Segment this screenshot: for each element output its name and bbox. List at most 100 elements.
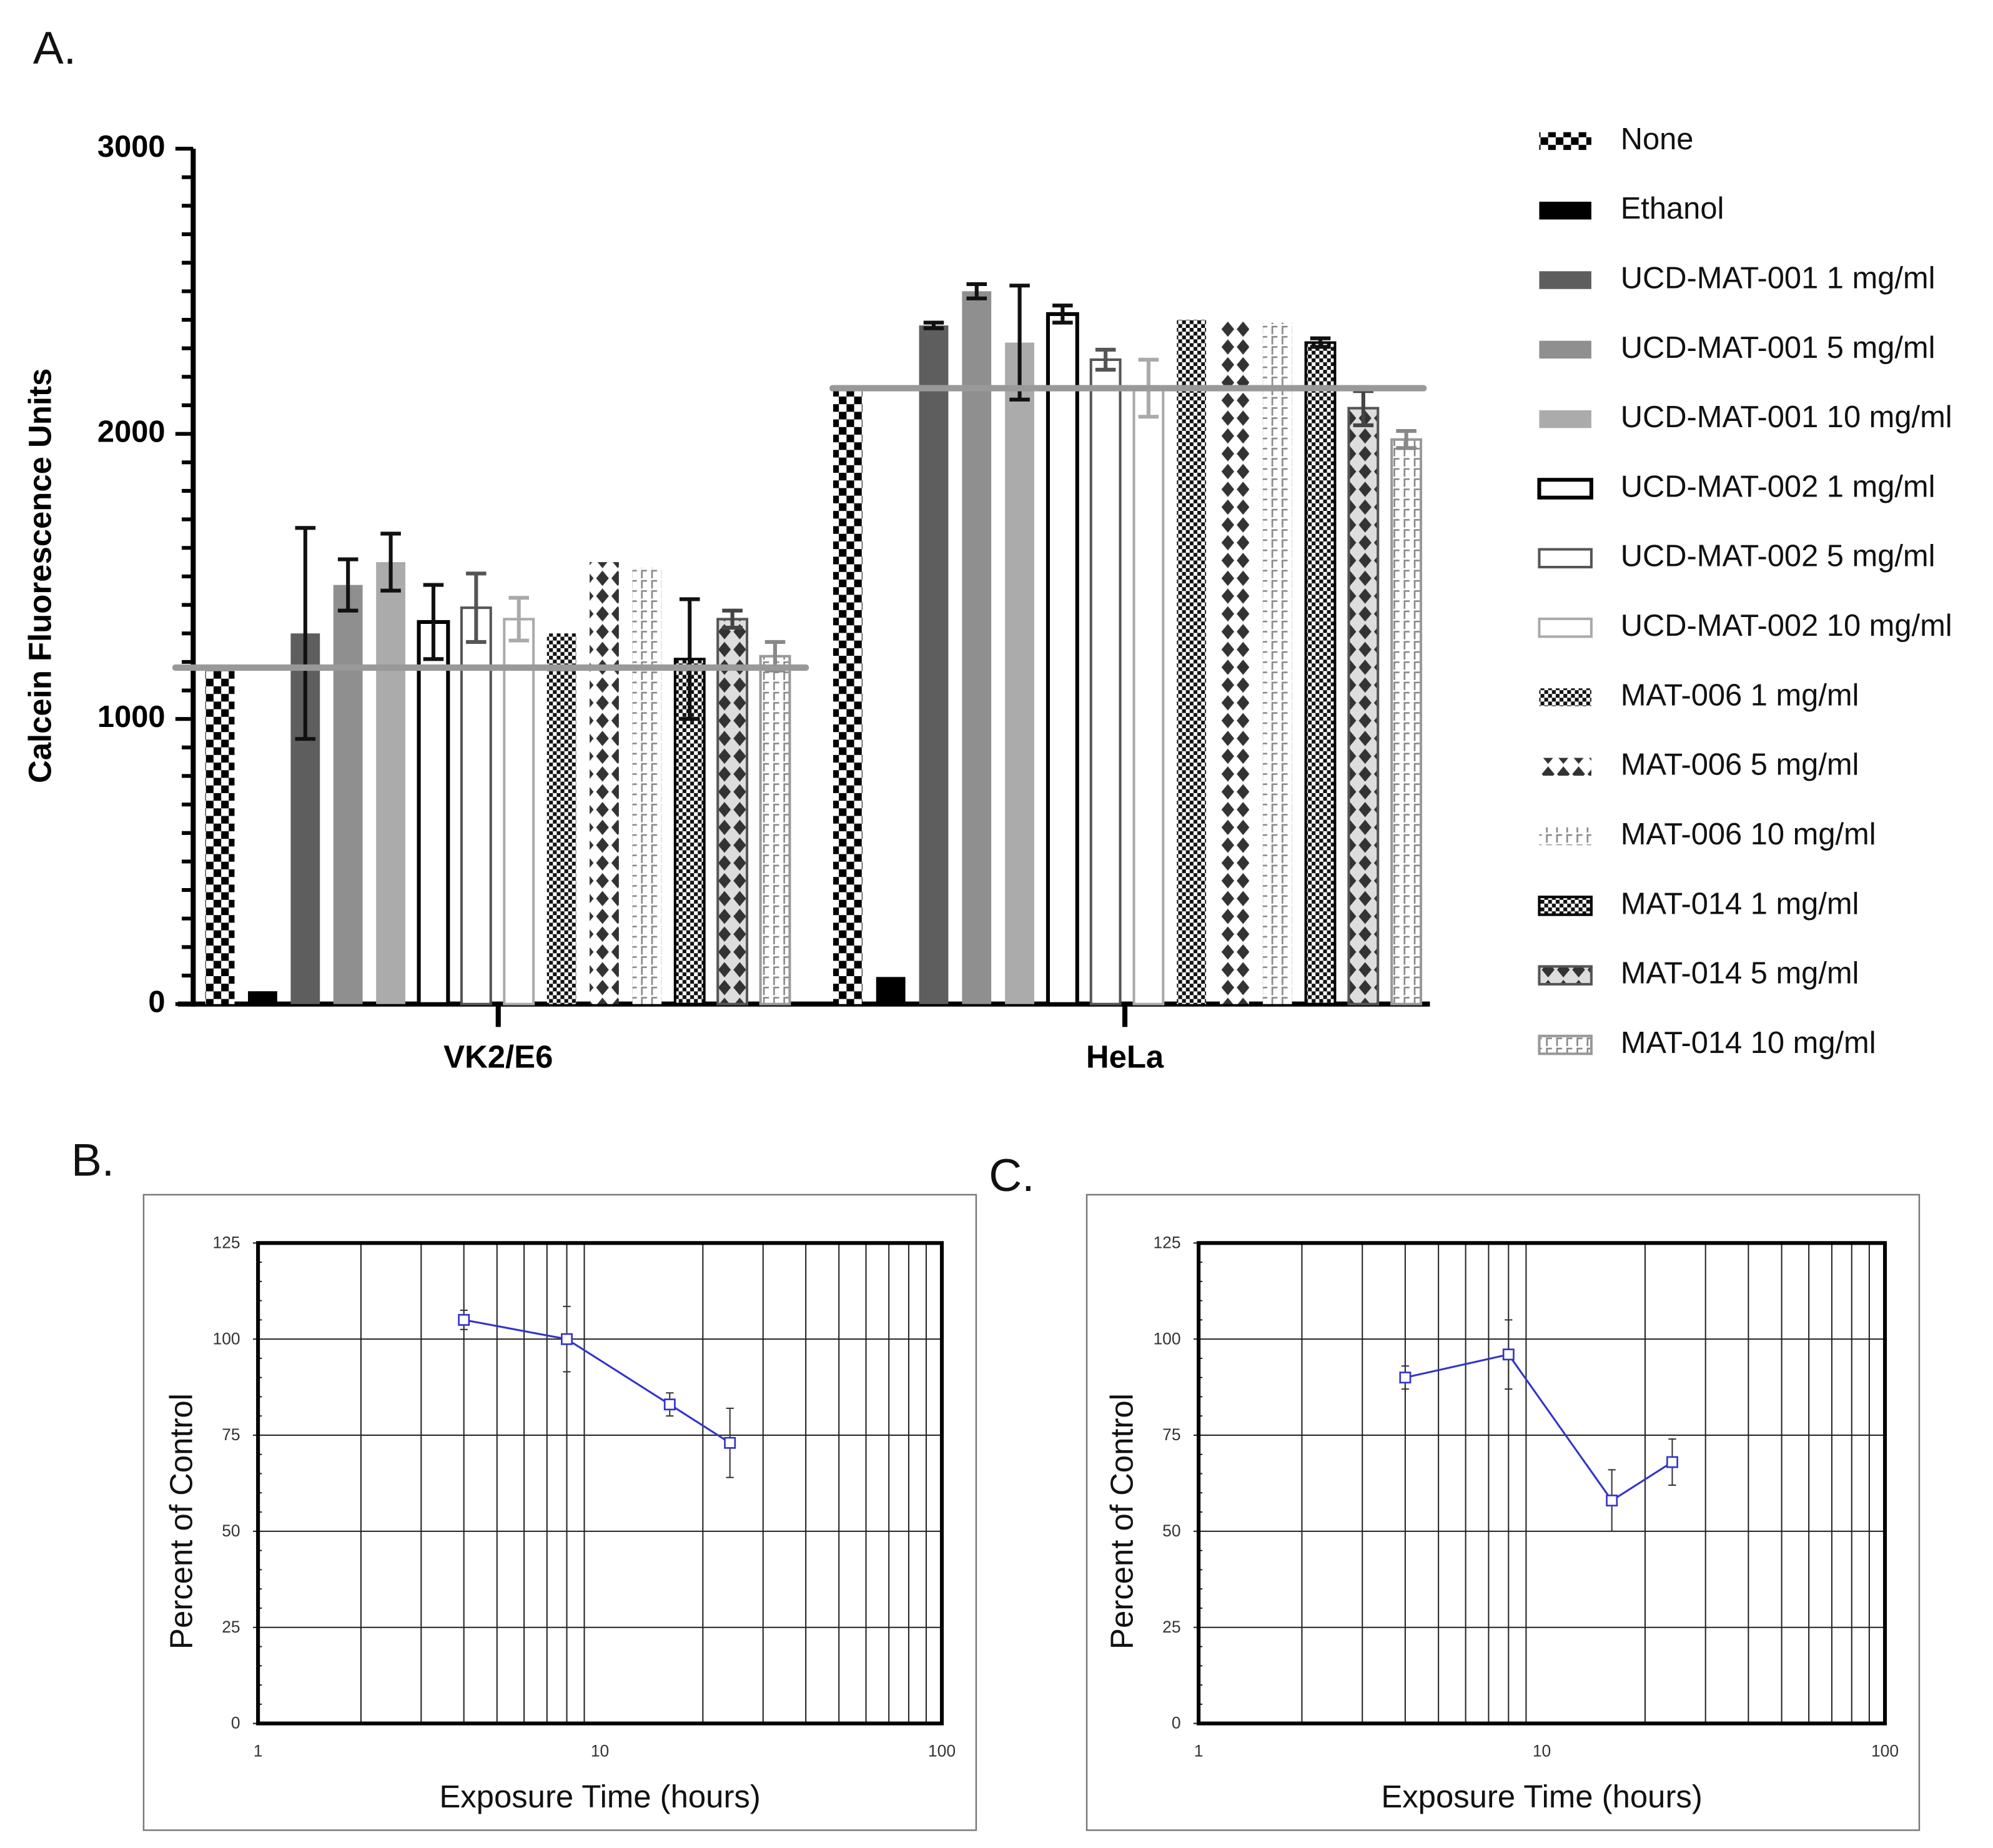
y-tick-label: 0 xyxy=(231,1714,240,1732)
y-tick-label: 50 xyxy=(1162,1521,1180,1540)
bar xyxy=(1347,407,1380,1006)
x-tick-label: 10 xyxy=(591,1741,609,1760)
y-tick-label: 25 xyxy=(222,1618,240,1636)
bar xyxy=(333,585,363,1004)
y-tick-label: 125 xyxy=(1153,1233,1180,1252)
y-tick-label: 0 xyxy=(1172,1714,1181,1732)
panel-c-chart: 0 25 50 75 100 125 1 10 100 Exposure Time (hours)… xyxy=(1086,1193,1921,1831)
x-axis-title: Exposure Time (hours) xyxy=(439,1779,760,1814)
legend-label: MAT-006 1 mg/ml xyxy=(1621,678,1859,712)
y-tick-label: 75 xyxy=(1162,1425,1180,1444)
bar xyxy=(590,562,619,1004)
legend-label: UCD-MAT-001 5 mg/ml xyxy=(1621,331,1936,365)
legend-label: UCD-MAT-001 10 mg/ml xyxy=(1621,400,1952,434)
chart-frame xyxy=(142,1193,977,1831)
legend-swatch xyxy=(1537,478,1593,500)
legend-label: UCD-MAT-001 1 mg/ml xyxy=(1621,261,1936,295)
bar xyxy=(759,655,791,1006)
y-axis-title: Percent of Control xyxy=(1104,1393,1139,1649)
legend-swatch xyxy=(1539,410,1591,428)
y-tick-label: 1000 xyxy=(97,700,166,734)
legend-label: MAT-014 5 mg/ml xyxy=(1621,957,1859,991)
bar xyxy=(876,977,906,1004)
data-point-marker xyxy=(561,1333,573,1345)
panel-b-chart: 0 25 50 75 100 125 1 10 100 Exposure Time (hours)… xyxy=(142,1193,977,1831)
y-tick-label: 50 xyxy=(222,1521,240,1540)
data-point-marker xyxy=(663,1398,676,1411)
chart-frame xyxy=(1086,1193,1921,1831)
plot-border xyxy=(256,1241,944,1726)
bar xyxy=(1089,358,1122,1006)
bar xyxy=(1046,312,1079,1006)
y-tick-label: 0 xyxy=(148,986,165,1019)
legend-swatch xyxy=(1539,758,1591,776)
plot-border xyxy=(1197,1241,1887,1726)
y-tick-label: 75 xyxy=(222,1425,240,1444)
legend-label: UCD-MAT-002 1 mg/ml xyxy=(1621,470,1936,503)
panel-c-label: C. xyxy=(989,1150,1034,1201)
x-category-label: VK2/E6 xyxy=(443,1039,553,1074)
legend-label: MAT-014 1 mg/ml xyxy=(1621,887,1859,921)
bar xyxy=(962,291,992,1004)
series-line xyxy=(1405,1353,1673,1502)
bar xyxy=(1390,438,1423,1006)
legend-swatch xyxy=(1539,688,1591,706)
legend-swatch xyxy=(1539,340,1591,359)
panel-b-label: B. xyxy=(71,1134,114,1185)
x-tick-label: 1 xyxy=(1194,1741,1204,1760)
data-point-marker xyxy=(458,1313,470,1326)
legend-swatch xyxy=(1539,132,1591,151)
bar xyxy=(248,991,277,1004)
bar xyxy=(503,618,535,1006)
bar xyxy=(1262,322,1292,1004)
bar xyxy=(1132,387,1165,1006)
data-point-marker xyxy=(1666,1456,1678,1468)
bar xyxy=(417,620,450,1006)
legend-swatch xyxy=(1539,201,1591,220)
bar xyxy=(1177,320,1207,1004)
y-tick-label: 25 xyxy=(1162,1618,1180,1636)
data-point-marker xyxy=(724,1436,736,1449)
bar xyxy=(1220,320,1249,1004)
legend-label: None xyxy=(1621,122,1694,156)
panel-a-label: A. xyxy=(33,22,76,74)
legend-swatch xyxy=(1539,271,1591,289)
bar xyxy=(1304,341,1337,1006)
panel-a-legend: None Ethanol UCD-MAT-001 1 mg/ml UCD-MAT-00… xyxy=(1537,122,1952,1060)
legend-swatch xyxy=(1538,548,1593,569)
legend-label: MAT-006 5 mg/ml xyxy=(1621,748,1859,782)
bar xyxy=(919,325,949,1004)
bar xyxy=(716,618,749,1006)
legend-label: MAT-006 10 mg/ml xyxy=(1621,818,1876,851)
legend-swatch xyxy=(1538,965,1593,986)
x-axis-title: Exposure Time (hours) xyxy=(1381,1779,1702,1814)
legend-label: UCD-MAT-002 5 mg/ml xyxy=(1621,540,1936,573)
y-axis-title: Percent of Control xyxy=(163,1393,199,1649)
legend-swatch xyxy=(1538,896,1593,916)
x-tick-label: 100 xyxy=(928,1741,956,1760)
legend-swatch xyxy=(1538,1034,1593,1055)
legend-swatch xyxy=(1538,617,1593,638)
y-tick-label: 100 xyxy=(1153,1329,1180,1348)
legend-label: MAT-014 10 mg/ml xyxy=(1621,1026,1876,1060)
bar xyxy=(833,391,863,1004)
x-category-label: HeLa xyxy=(1086,1039,1164,1074)
y-tick-label: 125 xyxy=(213,1233,240,1252)
bar xyxy=(546,633,576,1004)
y-tick-label: 2000 xyxy=(97,415,166,449)
y-tick-label: 100 xyxy=(213,1329,240,1348)
bar xyxy=(460,606,492,1006)
series-line xyxy=(463,1318,731,1444)
bar xyxy=(376,562,405,1004)
panel-a-bars xyxy=(172,282,1427,1006)
data-point-marker xyxy=(1502,1348,1515,1361)
panel-a-y-axis-title: Calcein Fluorescence Units xyxy=(22,368,57,783)
data-point-marker xyxy=(1399,1371,1412,1384)
bar xyxy=(632,568,662,1004)
x-tick-label: 10 xyxy=(1533,1741,1551,1760)
legend-swatch xyxy=(1539,827,1591,846)
bar xyxy=(1005,342,1034,1004)
x-tick-label: 1 xyxy=(254,1741,263,1760)
bar xyxy=(205,665,235,1004)
